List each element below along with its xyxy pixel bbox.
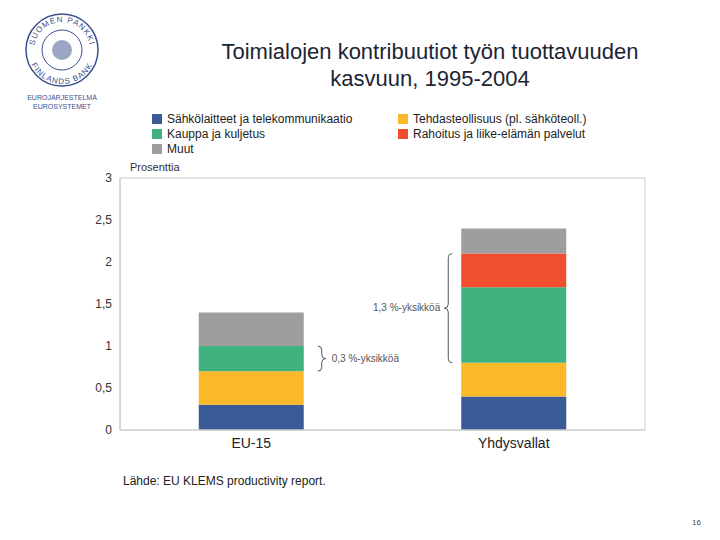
- html-text:Kauppa ja kuljetus: Kauppa ja kuljetus: [167, 127, 266, 141]
- svg-text:0,3 %-yksikköä: 0,3 %-yksikköä: [332, 353, 400, 364]
- html-text:Prosenttia: Prosenttia: [130, 161, 180, 173]
- svg-text:EUROJÄRJESTELMÄ: EUROJÄRJESTELMÄ: [27, 94, 97, 101]
- svg-text:2,5: 2,5: [95, 213, 112, 227]
- svg-text:1: 1: [105, 339, 112, 353]
- svg-text:0: 0: [105, 423, 112, 437]
- html-text:Muut: Muut: [167, 142, 194, 156]
- html-text:Lähde: EU KLEMS productivity r: Lähde: EU KLEMS productivity report.: [123, 474, 326, 488]
- svg-text:1,3 %-yksikköä: 1,3 %-yksikköä: [373, 302, 441, 313]
- svg-text:1,5: 1,5: [95, 297, 112, 311]
- svg-text:SUOMEN PANKKI: SUOMEN PANKKI: [27, 15, 96, 46]
- html-text:Tehdasteollisuus (pl. sähköteo: Tehdasteollisuus (pl. sähköteoll.): [413, 112, 587, 126]
- svg-text:EU-15: EU-15: [231, 435, 271, 451]
- html-text:Sähkölaitteet ja telekommunika: Sähkölaitteet ja telekommunikaatio: [167, 112, 353, 126]
- svg-text:2: 2: [105, 255, 112, 269]
- html-text:16: 16: [692, 518, 701, 527]
- html-text:Toimialojen kontribuutiot työn: Toimialojen kontribuutiot työn tuottavuu…: [221, 39, 639, 91]
- svg-text:0,5: 0,5: [95, 381, 112, 395]
- svg-text:3: 3: [105, 171, 112, 185]
- html-text:Rahoitus ja liike-elämän palve: Rahoitus ja liike-elämän palvelut: [413, 127, 586, 141]
- svg-text:Yhdysvallat: Yhdysvallat: [478, 435, 550, 451]
- svg-text:EUROSYSTEMET: EUROSYSTEMET: [33, 103, 92, 110]
- svg-text:FINLANDS BANK: FINLANDS BANK: [29, 61, 94, 86]
